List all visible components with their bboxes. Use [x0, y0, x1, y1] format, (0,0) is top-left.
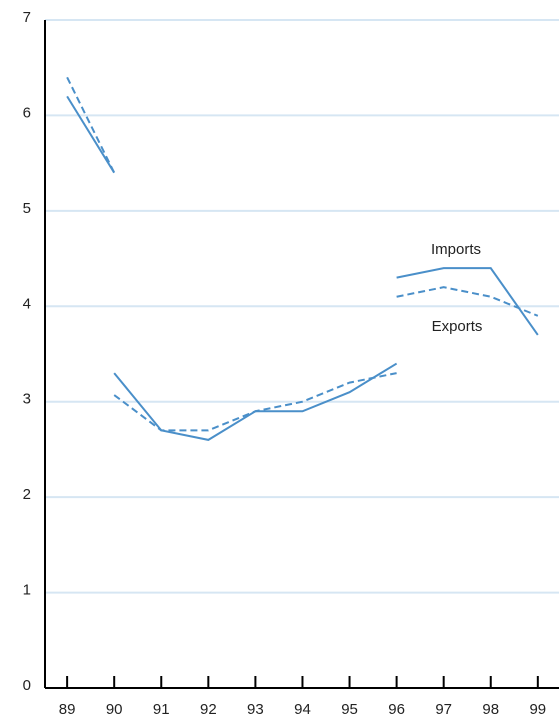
y-tick-label: 4: [23, 295, 31, 312]
x-tick-label: 92: [200, 701, 217, 717]
x-tick-label: 91: [153, 701, 170, 717]
y-tick-label: 0: [23, 677, 31, 694]
x-tick-label: 93: [247, 701, 264, 717]
y-tick-label: 1: [23, 582, 31, 599]
x-tick-label: 99: [529, 701, 546, 717]
x-tick-label: 89: [59, 701, 76, 717]
series-label: Imports: [431, 241, 481, 258]
x-tick-label: 95: [341, 701, 358, 717]
x-tick-label: 97: [435, 701, 452, 717]
x-tick-label: 90: [106, 701, 123, 717]
y-tick-label: 2: [23, 486, 31, 503]
series-label: Exports: [432, 318, 483, 335]
x-tick-label: 94: [294, 701, 311, 717]
series-line: [66, 76, 539, 432]
x-tick-label: 98: [482, 701, 499, 717]
y-tick-label: 7: [23, 9, 31, 26]
y-tick-label: 6: [23, 104, 31, 121]
x-tick-label: 96: [388, 701, 405, 717]
y-tick-label: 5: [23, 200, 31, 217]
y-tick-label: 3: [23, 391, 31, 408]
series-line: [66, 95, 539, 441]
